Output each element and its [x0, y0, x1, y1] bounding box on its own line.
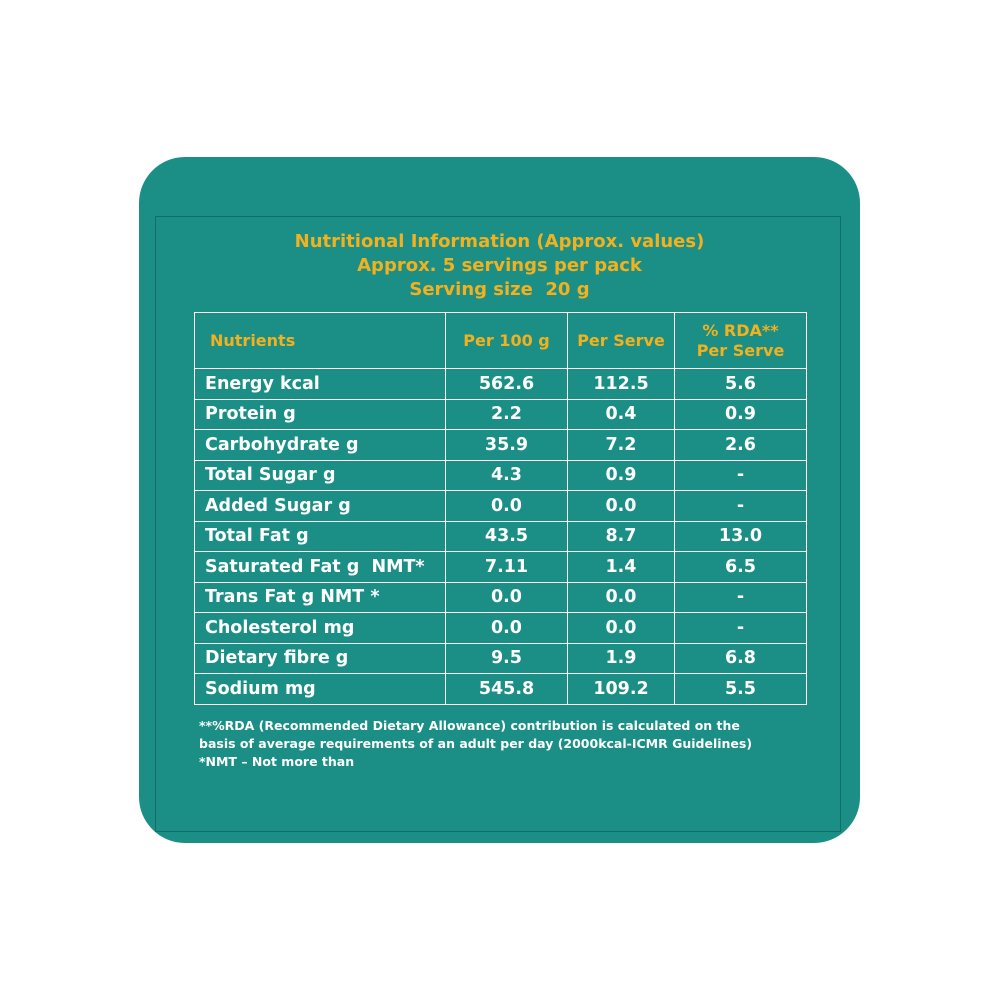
per-serve-value: 1.9 [567, 642, 675, 674]
table-row: Protein g 2.2 0.4 0.9 [194, 398, 807, 430]
servings-per-pack: Approx. 5 servings per pack [357, 255, 642, 276]
nutrition-heading: Nutritional Information (Approx. values)… [139, 230, 860, 302]
nutrient-name: Total Fat g [194, 520, 446, 552]
per-serve-value: 1.4 [567, 551, 675, 583]
rda-value: 2.6 [674, 429, 807, 461]
footnote-line: **%RDA (Recommended Dietary Allowance) c… [199, 718, 740, 733]
serving-size: Serving size 20 g [409, 279, 590, 300]
per-100g-value: 0.0 [445, 490, 568, 522]
nutrient-name: Carbohydrate g [194, 429, 446, 461]
rda-header-line-1: % RDA** [702, 320, 779, 340]
per-serve-value: 0.0 [567, 612, 675, 644]
table-row: Trans Fat g NMT * 0.0 0.0- [194, 581, 807, 613]
nutrition-title: Nutritional Information (Approx. values) [294, 231, 705, 252]
footnote: **%RDA (Recommended Dietary Allowance) c… [199, 717, 839, 771]
column-header-nutrients: Nutrients [194, 312, 446, 369]
nutrient-name: Protein g [194, 398, 446, 430]
per-serve-value: 0.0 [567, 581, 675, 613]
nutrition-table: Nutrients Per 100 g Per Serve % RDA** Pe… [194, 312, 807, 705]
per-100g-value: 4.3 [445, 459, 568, 491]
per-100g-value: 562.6 [445, 368, 568, 400]
column-header-per-100g: Per 100 g [445, 312, 568, 369]
table-row: Added Sugar g 0.0 0.0- [194, 490, 807, 522]
nutrient-name: Total Sugar g [194, 459, 446, 491]
per-100g-value: 0.0 [445, 581, 568, 613]
nutrient-name: Trans Fat g NMT * [194, 581, 446, 613]
inner-frame [155, 216, 841, 832]
nutrient-name: Energy kcal [194, 368, 446, 400]
rda-value: 5.5 [674, 673, 807, 705]
per-serve-value: 0.4 [567, 398, 675, 430]
per-serve-value: 8.7 [567, 520, 675, 552]
rda-value: 0.9 [674, 398, 807, 430]
table-row: Carbohydrate g 35.9 7.2 2.6 [194, 429, 807, 461]
column-header-per-serve: Per Serve [567, 312, 675, 369]
per-serve-value: 0.0 [567, 490, 675, 522]
footnote-line: basis of average requirements of an adul… [199, 736, 753, 751]
nutrient-name: Added Sugar g [194, 490, 446, 522]
rda-header-line-2: Per Serve [696, 340, 785, 360]
per-100g-value: 43.5 [445, 520, 568, 552]
footnote-line: *NMT – Not more than [199, 754, 355, 769]
rda-value: - [674, 459, 807, 491]
nutrient-name: Dietary fibre g [194, 642, 446, 674]
per-100g-value: 9.5 [445, 642, 568, 674]
rda-value: - [674, 581, 807, 613]
nutrient-name: Saturated Fat g NMT* [194, 551, 446, 583]
per-100g-value: 545.8 [445, 673, 568, 705]
rda-value: 5.6 [674, 368, 807, 400]
nutrient-name: Cholesterol mg [194, 612, 446, 644]
per-serve-value: 112.5 [567, 368, 675, 400]
rda-value: 6.8 [674, 642, 807, 674]
rda-value: 13.0 [674, 520, 807, 552]
table-header-row: Nutrients Per 100 g Per Serve % RDA** Pe… [194, 312, 807, 369]
rda-value: - [674, 490, 807, 522]
nutrition-card: Nutritional Information (Approx. values)… [139, 157, 860, 843]
table-row: Saturated Fat g NMT* 7.11 1.4 6.5 [194, 551, 807, 583]
per-100g-value: 35.9 [445, 429, 568, 461]
table-row: Energy kcal 562.6 112.5 5.6 [194, 368, 807, 400]
per-100g-value: 0.0 [445, 612, 568, 644]
column-header-rda: % RDA** Per Serve [674, 312, 807, 369]
table-row: Dietary fibre g 9.5 1.9 6.8 [194, 642, 807, 674]
rda-value: - [674, 612, 807, 644]
per-100g-value: 7.11 [445, 551, 568, 583]
rda-value: 6.5 [674, 551, 807, 583]
table-row: Cholesterol mg 0.0 0.0- [194, 612, 807, 644]
table-row: Sodium mg 545.8 109.2 5.5 [194, 673, 807, 705]
nutrient-name: Sodium mg [194, 673, 446, 705]
per-100g-value: 2.2 [445, 398, 568, 430]
per-serve-value: 0.9 [567, 459, 675, 491]
table-row: Total Fat g 43.5 8.7 13.0 [194, 520, 807, 552]
per-serve-value: 7.2 [567, 429, 675, 461]
per-serve-value: 109.2 [567, 673, 675, 705]
table-row: Total Sugar g 4.3 0.9- [194, 459, 807, 491]
